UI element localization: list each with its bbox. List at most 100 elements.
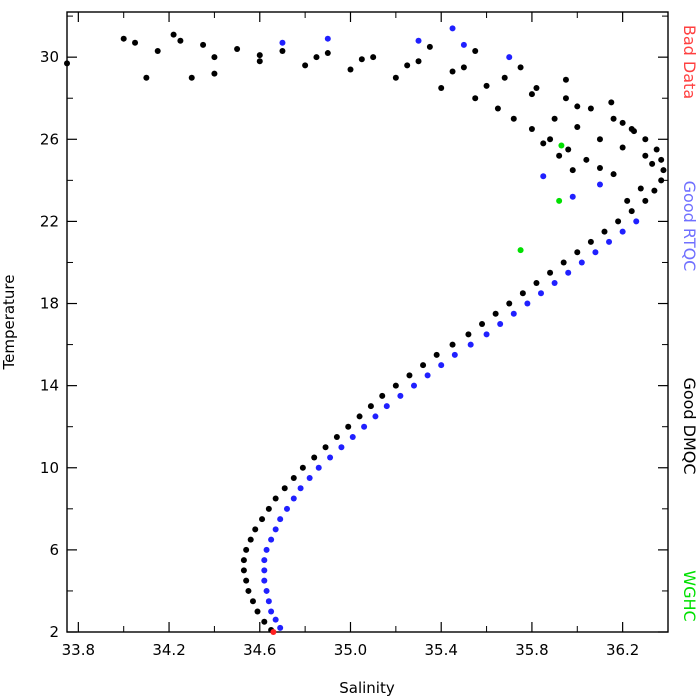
y-tick-label: 10 xyxy=(40,459,59,477)
data-point xyxy=(279,39,286,46)
x-tick-label: 36.2 xyxy=(606,641,639,659)
data-point xyxy=(347,66,354,73)
data-point xyxy=(533,279,540,286)
data-point xyxy=(615,218,622,225)
data-point xyxy=(249,598,256,605)
data-point xyxy=(619,228,626,235)
data-point xyxy=(653,146,660,153)
data-point xyxy=(415,37,422,44)
data-point xyxy=(556,152,563,159)
data-point xyxy=(120,35,127,42)
data-point xyxy=(367,403,374,410)
data-point xyxy=(361,423,368,430)
x-tick-label: 35.8 xyxy=(515,641,548,659)
data-point xyxy=(270,629,277,635)
data-point xyxy=(506,54,513,61)
data-point xyxy=(608,99,615,106)
data-point xyxy=(410,382,417,389)
data-point xyxy=(574,123,581,130)
data-point xyxy=(358,56,365,63)
data-point xyxy=(467,341,474,348)
data-point xyxy=(483,82,490,89)
y-axis-label: Temperature xyxy=(0,274,18,370)
data-point xyxy=(268,536,275,543)
data-point xyxy=(472,95,479,102)
data-point xyxy=(302,62,309,69)
data-point xyxy=(560,259,567,266)
data-point xyxy=(324,35,331,42)
data-point xyxy=(565,146,572,153)
data-point xyxy=(333,433,340,440)
data-point xyxy=(547,269,554,276)
data-point xyxy=(551,115,558,122)
data-point xyxy=(528,126,535,133)
data-point xyxy=(315,464,322,471)
data-point xyxy=(240,567,247,574)
legend-item: Good RTQC xyxy=(680,181,699,272)
data-point xyxy=(510,115,517,122)
data-point xyxy=(569,193,576,200)
data-point xyxy=(438,362,445,369)
data-point xyxy=(322,444,329,451)
data-point xyxy=(562,76,569,83)
data-point xyxy=(211,54,218,61)
data-point xyxy=(524,300,531,307)
data-point xyxy=(338,444,345,451)
x-tick-label: 34.2 xyxy=(152,641,185,659)
data-point xyxy=(483,331,490,338)
data-point xyxy=(379,392,386,399)
data-point xyxy=(392,382,399,389)
data-point xyxy=(587,238,594,245)
data-point xyxy=(256,52,263,59)
data-point xyxy=(370,54,377,61)
legend-item: Bad Data xyxy=(680,25,699,99)
data-point xyxy=(265,505,272,512)
data-point xyxy=(254,608,261,615)
data-point xyxy=(433,351,440,358)
data-point xyxy=(277,624,284,631)
series-wghc xyxy=(517,142,565,254)
data-point xyxy=(263,587,270,594)
data-point xyxy=(132,39,139,46)
data-point xyxy=(565,269,572,276)
data-point xyxy=(517,64,524,71)
data-point xyxy=(261,577,268,584)
data-point xyxy=(610,171,617,178)
data-point xyxy=(327,454,334,461)
data-point xyxy=(234,45,241,52)
data-point xyxy=(265,598,272,605)
data-point xyxy=(492,310,499,317)
data-point xyxy=(596,136,603,143)
data-point xyxy=(537,290,544,297)
data-point xyxy=(392,74,399,81)
data-point xyxy=(547,136,554,143)
data-point xyxy=(574,249,581,256)
data-point xyxy=(556,197,563,204)
data-point xyxy=(497,321,504,328)
data-point xyxy=(658,177,665,184)
data-point xyxy=(279,48,286,55)
legend: Bad Data Good RTQC Good DMQC WGHC xyxy=(680,25,699,622)
data-point xyxy=(290,495,297,502)
data-point xyxy=(649,160,656,167)
data-point xyxy=(272,616,279,623)
data-point xyxy=(578,259,585,266)
data-point xyxy=(630,128,637,135)
data-point xyxy=(281,485,288,492)
legend-item: WGHC xyxy=(680,570,699,621)
data-point xyxy=(501,74,508,81)
data-point xyxy=(272,526,279,533)
data-point xyxy=(465,331,472,338)
points-layer xyxy=(64,25,667,635)
data-point xyxy=(324,50,331,57)
data-point xyxy=(64,60,70,67)
data-point xyxy=(252,526,259,533)
data-point xyxy=(510,310,517,317)
data-point xyxy=(540,173,547,180)
data-point xyxy=(574,103,581,110)
data-point xyxy=(261,567,268,574)
data-point xyxy=(494,105,501,112)
data-point xyxy=(642,136,649,143)
x-tick-label: 35.0 xyxy=(334,641,367,659)
